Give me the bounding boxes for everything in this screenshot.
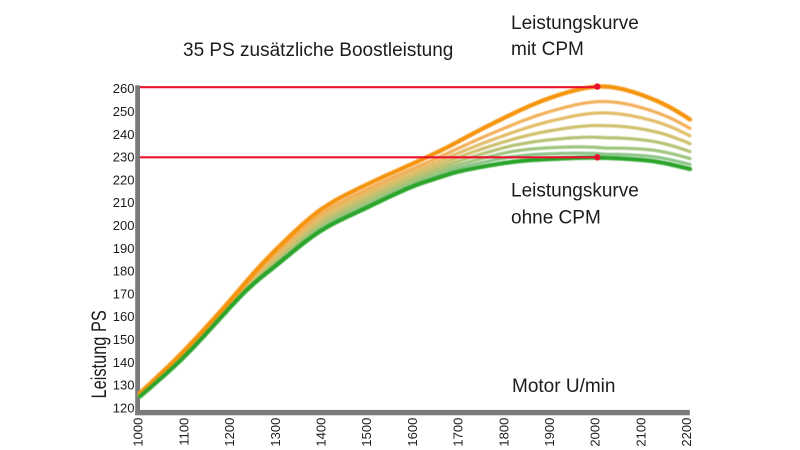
svg-text:mit CPM: mit CPM [511, 39, 584, 60]
svg-text:1200: 1200 [222, 418, 237, 447]
svg-text:1000: 1000 [131, 418, 146, 447]
svg-text:190: 190 [113, 241, 135, 256]
svg-text:210: 210 [113, 195, 135, 210]
svg-text:260: 260 [113, 81, 135, 96]
svg-text:180: 180 [113, 264, 135, 279]
svg-text:Leistungskurve: Leistungskurve [511, 181, 639, 202]
svg-text:Leistungskurve: Leistungskurve [511, 13, 639, 34]
svg-text:200: 200 [113, 218, 135, 233]
svg-text:Motor U/min: Motor U/min [512, 376, 615, 397]
svg-text:1500: 1500 [359, 418, 374, 447]
svg-text:1900: 1900 [542, 418, 557, 447]
svg-text:2100: 2100 [633, 418, 648, 447]
svg-text:240: 240 [113, 127, 135, 142]
svg-text:2000: 2000 [588, 418, 603, 447]
svg-text:Leistung PS: Leistung PS [87, 310, 110, 398]
svg-text:150: 150 [113, 332, 135, 347]
svg-text:120: 120 [113, 400, 135, 415]
svg-text:250: 250 [113, 104, 135, 119]
svg-text:1600: 1600 [405, 418, 420, 447]
svg-text:170: 170 [113, 286, 135, 301]
svg-text:140: 140 [113, 355, 135, 370]
svg-text:1800: 1800 [496, 418, 511, 447]
svg-text:130: 130 [113, 378, 135, 393]
svg-text:1400: 1400 [314, 418, 329, 447]
svg-text:1100: 1100 [176, 418, 191, 446]
svg-text:1700: 1700 [451, 418, 466, 447]
svg-text:160: 160 [113, 309, 135, 324]
svg-text:1300: 1300 [268, 418, 283, 447]
svg-text:230: 230 [113, 150, 135, 165]
svg-text:35 PS zusätzliche Boostleistun: 35 PS zusätzliche Boostleistung [183, 40, 453, 61]
svg-text:ohne CPM: ohne CPM [511, 207, 601, 228]
svg-text:2200: 2200 [679, 418, 694, 447]
svg-text:220: 220 [113, 172, 135, 187]
